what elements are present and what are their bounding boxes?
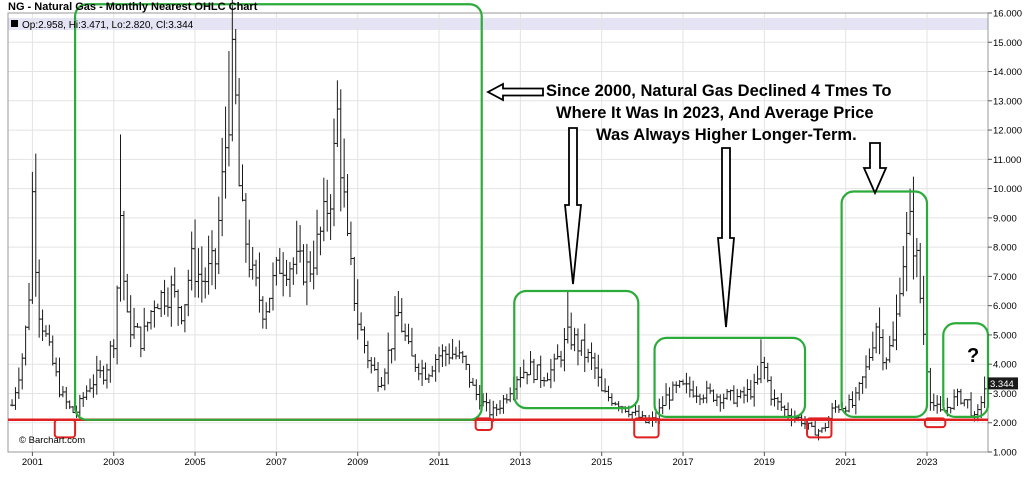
annotation-line-2: Where It Was In 2023, And Average Price bbox=[556, 104, 874, 122]
grid-lines bbox=[8, 13, 988, 452]
legend-swatch bbox=[11, 20, 18, 27]
left-arrow-icon bbox=[486, 82, 544, 102]
last-value-label: 3.344 bbox=[990, 379, 1014, 390]
annotation-text: Since 2000, Natural Gas Declined 4 Tmes … bbox=[546, 82, 891, 144]
highlight-boxes bbox=[53, 3, 990, 439]
x-tick-label: 2007 bbox=[266, 457, 287, 468]
green-box-2020-2022 bbox=[840, 190, 929, 418]
y-tick-label: 15.000 bbox=[993, 38, 1022, 49]
annotation-line-1: Since 2000, Natural Gas Declined 4 Tmes … bbox=[546, 82, 891, 100]
down-arrow-icon bbox=[862, 142, 888, 196]
x-tick-label: 2001 bbox=[22, 457, 43, 468]
redbox-2001 bbox=[53, 418, 77, 439]
x-tick-label: 2005 bbox=[184, 457, 205, 468]
y-tick-label: 4.000 bbox=[993, 360, 1017, 371]
ohlc-bars bbox=[10, 0, 987, 441]
x-tick-label: 2015 bbox=[591, 457, 612, 468]
x-tick-label: 2023 bbox=[916, 457, 937, 468]
y-tick-label: 7.000 bbox=[993, 272, 1017, 283]
x-tick-label: 2017 bbox=[672, 457, 693, 468]
y-tick-label: 14.000 bbox=[993, 67, 1022, 78]
y-tick-label: 9.000 bbox=[993, 213, 1017, 224]
last-value-tag: 3.344 bbox=[988, 377, 1018, 390]
x-tick-label: 2011 bbox=[429, 457, 449, 468]
y-tick-label: 12.000 bbox=[993, 126, 1022, 137]
y-tick-label: 6.000 bbox=[993, 301, 1017, 312]
x-tick-label: 2009 bbox=[347, 457, 368, 468]
y-tick-label: 1.000 bbox=[993, 448, 1017, 459]
y-tick-label: 16.000 bbox=[993, 9, 1022, 20]
ohlc-legend: Op:2.958, Hi:3.471, Lo:2.820, Cl:3.344 bbox=[22, 20, 194, 31]
y-tick-label: 10.000 bbox=[993, 184, 1022, 195]
y-tick-label: 8.000 bbox=[993, 243, 1017, 254]
redbox-2012 bbox=[474, 417, 493, 432]
x-tick-label: 2019 bbox=[754, 457, 775, 468]
watermark: © Barchart.com bbox=[19, 435, 85, 446]
last-value-tag-bg bbox=[988, 377, 1018, 390]
y-tick-label: 13.000 bbox=[993, 96, 1022, 107]
green-box-2016-2020 bbox=[653, 336, 807, 418]
x-axis: 2001 2003 2005 2007 2009 2011 2013 2015 2017 2019… bbox=[22, 452, 938, 468]
redbox-2023 bbox=[923, 417, 947, 429]
y-tick-label: 5.000 bbox=[993, 330, 1017, 341]
y-tick-label: 3.000 bbox=[993, 389, 1017, 400]
y-axis: 1.000 2.000 3.000 4.000 5.000 6.000 7.000 8.000… bbox=[988, 9, 1022, 459]
annotation-line-3: Was Always Higher Longer-Term. bbox=[596, 126, 857, 144]
x-tick-label: 2003 bbox=[103, 457, 124, 468]
question-mark: ? bbox=[967, 345, 979, 367]
down-arrow-icon bbox=[564, 127, 582, 285]
x-tick-label: 2013 bbox=[510, 457, 531, 468]
plot-frame bbox=[7, 12, 989, 453]
redbox-2020 bbox=[806, 417, 833, 439]
x-tick-label: 2021 bbox=[835, 457, 856, 468]
legend-band bbox=[8, 18, 988, 30]
y-tick-label: 2.000 bbox=[993, 418, 1017, 429]
annotation-arrows bbox=[486, 82, 888, 328]
green-box-2002-2012 bbox=[73, 3, 483, 421]
y-tick-label: 11.000 bbox=[993, 155, 1021, 166]
redbox-2016 bbox=[633, 417, 660, 439]
chart-title: NG - Natural Gas - Monthly Nearest OHLC … bbox=[8, 1, 258, 13]
down-arrow-icon bbox=[717, 147, 735, 328]
green-box-2012-2016 bbox=[513, 289, 640, 410]
green-box-2023-2024 bbox=[942, 322, 990, 418]
